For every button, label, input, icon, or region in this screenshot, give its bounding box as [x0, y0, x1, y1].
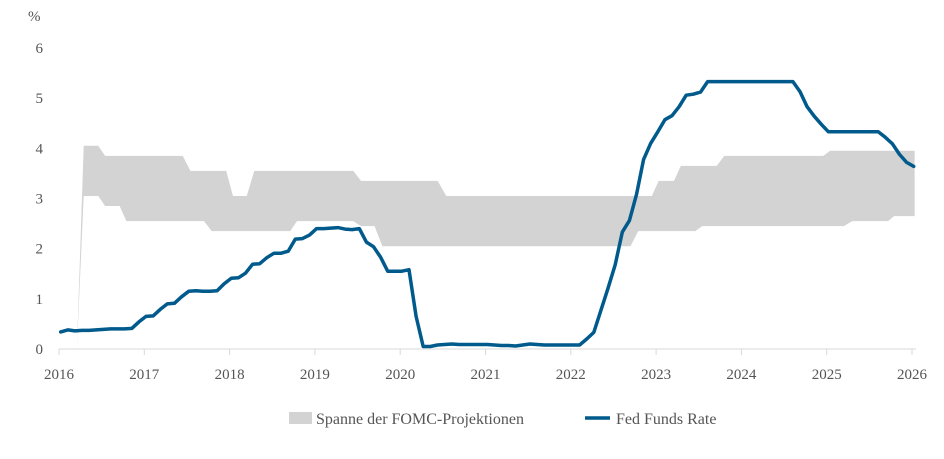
- fed-funds-line: [58, 79, 916, 349]
- legend: Spanne der FOMC-Projektionen Fed Funds R…: [289, 411, 716, 428]
- y-tick-label: 4: [36, 141, 44, 157]
- x-tick-label: 2021: [471, 367, 501, 383]
- x-tick-label: 2025: [812, 367, 842, 383]
- x-tick-label: 2020: [385, 367, 415, 383]
- x-tick-label: 2023: [641, 367, 671, 383]
- fed-funds-layer: [58, 79, 916, 349]
- y-tick-label: 1: [36, 292, 44, 308]
- y-tick-label: 2: [36, 242, 44, 258]
- x-tick-label: 2017: [129, 367, 160, 383]
- x-tick-label: 2019: [300, 367, 330, 383]
- y-tick-label: 5: [36, 91, 44, 107]
- y-tick-label: 3: [36, 192, 44, 208]
- legend-swatch-projection-range: [289, 412, 312, 424]
- projection-range-layer: [76, 145, 915, 349]
- y-tick-label: 6: [36, 41, 44, 57]
- legend-label-fed-funds: Fed Funds Rate: [616, 411, 716, 428]
- x-tick-label: 2018: [215, 367, 245, 383]
- y-axis-unit-label: %: [28, 9, 41, 25]
- legend-label-projection-range: Spanne der FOMC-Projektionen: [316, 411, 524, 428]
- x-axis-ticks: 2016 2017 2018 2019 2020 2021 2022 2023 2024 2025…: [44, 349, 928, 383]
- y-tick-label: 0: [36, 342, 44, 358]
- x-tick-label: 2024: [726, 367, 757, 383]
- projection-range-area: [76, 145, 915, 349]
- x-tick-label: 2016: [44, 367, 75, 383]
- x-tick-label: 2026: [897, 367, 928, 383]
- y-axis-ticks: 0 1 2 3 4 5 6: [36, 41, 44, 358]
- x-tick-label: 2022: [556, 367, 586, 383]
